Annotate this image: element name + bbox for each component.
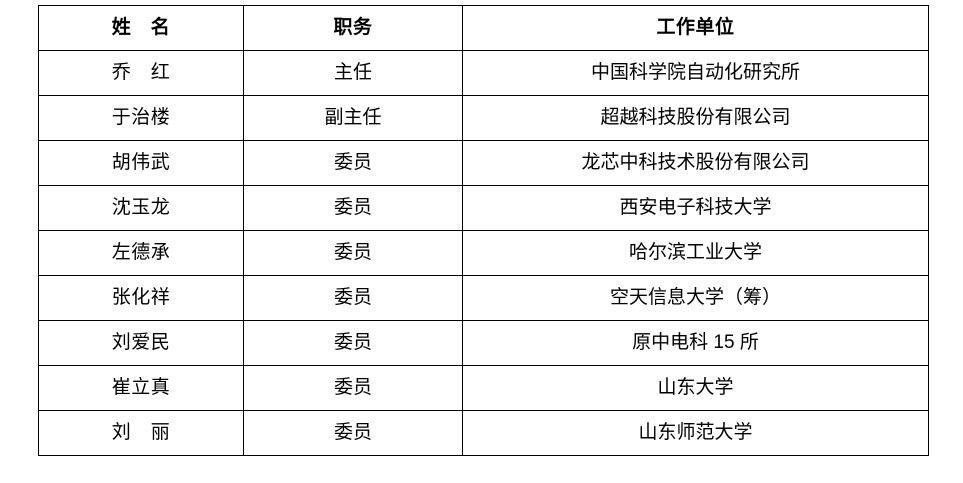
cell-name: 刘 丽	[38, 410, 244, 456]
cell-name: 左德承	[38, 230, 244, 276]
cell-name: 乔 红	[38, 50, 244, 96]
table-body: 乔 红 主任 中国科学院自动化研究所 于治楼 副主任 超越科技股份有限公司 胡伟…	[38, 50, 929, 456]
cell-role: 委员	[243, 185, 463, 231]
table-row: 刘 丽 委员 山东师范大学	[38, 410, 929, 456]
cell-org: 山东师范大学	[462, 410, 929, 456]
cell-role: 委员	[243, 320, 463, 366]
table-row: 乔 红 主任 中国科学院自动化研究所	[38, 50, 929, 96]
cell-role: 委员	[243, 140, 463, 186]
cell-role: 委员	[243, 365, 463, 411]
column-header-name: 姓 名	[38, 5, 244, 51]
cell-org: 哈尔滨工业大学	[462, 230, 929, 276]
cell-role: 委员	[243, 275, 463, 321]
column-header-org: 工作单位	[462, 5, 929, 51]
cell-role: 副主任	[243, 95, 463, 141]
table-row: 刘爱民 委员 原中电科 15 所	[38, 320, 929, 366]
cell-org: 山东大学	[462, 365, 929, 411]
table-header-row: 姓 名 职务 工作单位	[38, 5, 929, 51]
table-row: 胡伟武 委员 龙芯中科技术股份有限公司	[38, 140, 929, 186]
table-row: 于治楼 副主任 超越科技股份有限公司	[38, 95, 929, 141]
cell-name: 沈玉龙	[38, 185, 244, 231]
cell-org: 西安电子科技大学	[462, 185, 929, 231]
cell-org: 原中电科 15 所	[462, 320, 929, 366]
cell-role: 委员	[243, 230, 463, 276]
cell-name: 张化祥	[38, 275, 244, 321]
cell-name: 崔立真	[38, 365, 244, 411]
column-header-role: 职务	[243, 5, 463, 51]
cell-name: 于治楼	[38, 95, 244, 141]
cell-org: 空天信息大学（筹）	[462, 275, 929, 321]
table-row: 崔立真 委员 山东大学	[38, 365, 929, 411]
table-row: 张化祥 委员 空天信息大学（筹）	[38, 275, 929, 321]
cell-org: 龙芯中科技术股份有限公司	[462, 140, 929, 186]
cell-role: 委员	[243, 410, 463, 456]
committee-member-table: 姓 名 职务 工作单位 乔 红 主任 中国科学院自动化研究所 于治楼 副主任 超…	[38, 5, 929, 456]
cell-org: 中国科学院自动化研究所	[462, 50, 929, 96]
table-row: 左德承 委员 哈尔滨工业大学	[38, 230, 929, 276]
cell-role: 主任	[243, 50, 463, 96]
cell-org: 超越科技股份有限公司	[462, 95, 929, 141]
table-header: 姓 名 职务 工作单位	[38, 5, 929, 51]
cell-name: 胡伟武	[38, 140, 244, 186]
cell-name: 刘爱民	[38, 320, 244, 366]
table-row: 沈玉龙 委员 西安电子科技大学	[38, 185, 929, 231]
